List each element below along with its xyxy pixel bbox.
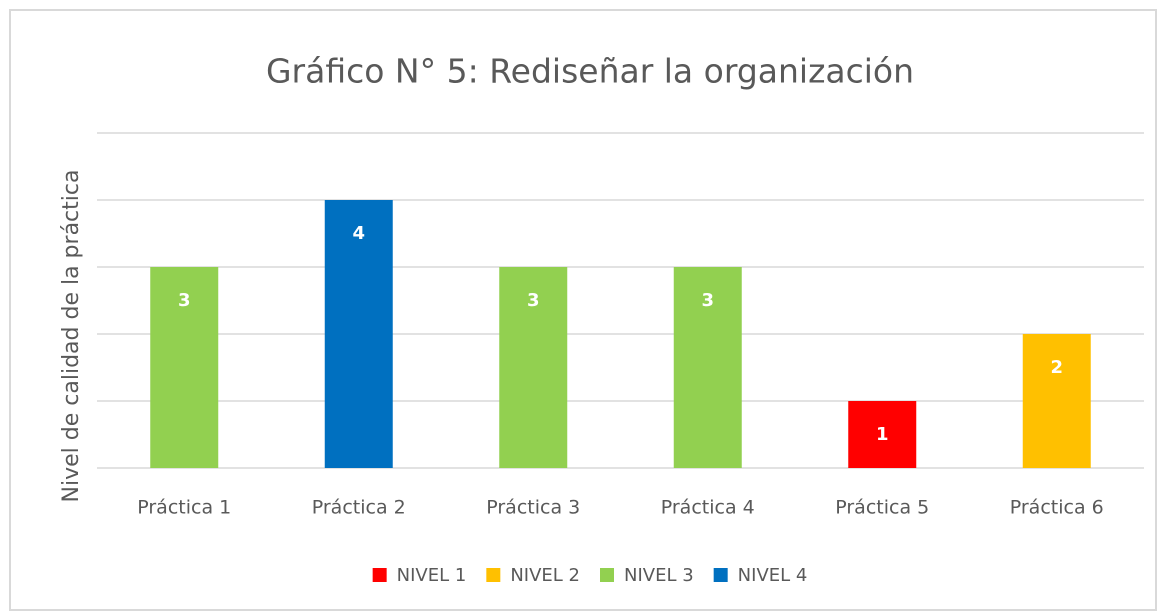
legend-swatch <box>486 568 501 582</box>
legend-label: NIVEL 2 <box>510 565 580 586</box>
bar <box>673 267 742 468</box>
value-label: 3 <box>527 290 540 311</box>
legend-label: NIVEL 4 <box>738 565 808 586</box>
value-label: 1 <box>876 424 889 445</box>
legend-swatch <box>713 568 728 582</box>
value-label: 3 <box>178 290 191 311</box>
bar <box>848 401 917 468</box>
value-label: 4 <box>352 223 365 244</box>
x-tick-label: Práctica 6 <box>1010 497 1104 519</box>
legend-swatch <box>600 568 614 582</box>
x-tick-label: Práctica 2 <box>312 497 406 519</box>
bar <box>150 267 219 468</box>
legend-label: NIVEL 3 <box>624 565 694 586</box>
y-axis-label: Nivel de calidad de la práctica <box>59 170 84 503</box>
x-tick-label: Práctica 1 <box>137 497 231 519</box>
value-label: 3 <box>701 290 714 311</box>
bar <box>499 267 568 468</box>
bar <box>1022 334 1091 468</box>
chart-title: Gráfico N° 5: Rediseñar la organización <box>266 52 914 91</box>
bar <box>324 200 393 468</box>
x-tick-label: Práctica 4 <box>661 497 755 519</box>
x-tick-label: Práctica 3 <box>486 497 580 519</box>
value-label: 2 <box>1050 357 1063 378</box>
x-tick-label: Práctica 5 <box>835 497 929 519</box>
legend-swatch <box>372 568 387 582</box>
legend-label: NIVEL 1 <box>397 565 467 586</box>
